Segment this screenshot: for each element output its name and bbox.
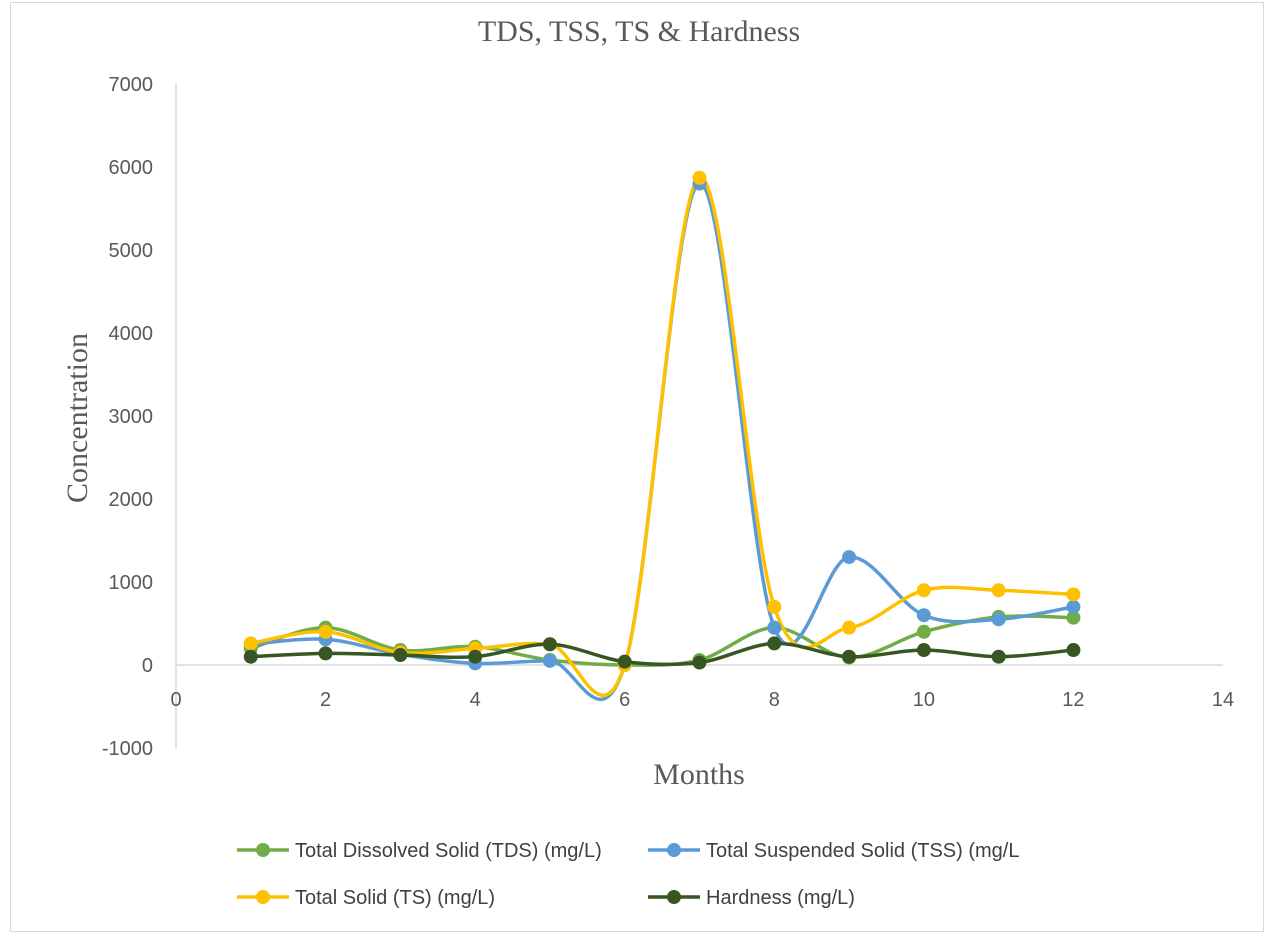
data-point (318, 624, 333, 639)
x-tick-label: 12 (1062, 689, 1084, 711)
x-tick-label: 2 (320, 689, 331, 711)
x-tick-label: 6 (619, 689, 630, 711)
legend-item-3: Total Solid (TS) (mg/L) (237, 887, 495, 909)
data-point (318, 646, 333, 661)
y-tick-label: 7000 (109, 74, 154, 96)
legend-swatch-marker (667, 843, 681, 857)
data-point (991, 649, 1006, 664)
y-tick-label: 4000 (109, 323, 154, 345)
series-line-3 (249, 176, 1076, 697)
data-point (617, 654, 632, 669)
series-lines (249, 176, 1076, 701)
series-points (243, 170, 1081, 672)
legend-label: Hardness (mg/L) (706, 887, 855, 909)
series-line-2 (249, 181, 1076, 701)
x-tick-label: 0 (170, 689, 181, 711)
legend-label: Total Solid (TS) (mg/L) (295, 887, 495, 909)
data-point (692, 655, 707, 670)
legend-swatch-marker (256, 843, 270, 857)
legend-item-1: Total Dissolved Solid (TDS) (mg/L) (237, 840, 602, 862)
y-tick-label: 1000 (109, 572, 154, 594)
data-point (916, 624, 931, 639)
x-tick-labels: 0 2 4 6 8 10 12 14 (170, 689, 1234, 711)
data-point (393, 648, 408, 663)
data-point (842, 550, 857, 565)
y-tick-labels: -1000 0 1000 2000 3000 4000 5000 6000 7000 (102, 74, 153, 760)
legend-item-4: Hardness (mg/L) (648, 887, 855, 909)
data-point (916, 608, 931, 623)
data-point (767, 620, 782, 635)
legend-swatch-marker (667, 890, 681, 904)
data-point (692, 170, 707, 185)
data-point (243, 636, 258, 651)
legend-swatch-marker (256, 890, 270, 904)
y-tick-label: 6000 (109, 157, 154, 179)
chart-title: TDS, TSS, TS & Hardness (478, 15, 800, 48)
data-point (1066, 610, 1081, 625)
legend: Total Dissolved Solid (TDS) (mg/L) Total … (237, 840, 1020, 909)
data-point (1066, 599, 1081, 614)
x-tick-label: 8 (769, 689, 780, 711)
data-point (991, 583, 1006, 598)
data-point (243, 649, 258, 664)
data-point (842, 649, 857, 664)
y-tick-label: 5000 (109, 240, 154, 262)
data-point (1066, 643, 1081, 658)
series-line-1 (249, 614, 1076, 667)
y-tick-label: 3000 (109, 406, 154, 428)
data-point (916, 583, 931, 598)
y-tick-label: -1000 (102, 738, 153, 760)
chart-frame: TDS, TSS, TS & Hardness -1000 0 1000 2000 30… (10, 2, 1264, 932)
y-axis-title: Concentration (61, 333, 94, 503)
x-tick-label: 4 (470, 689, 481, 711)
data-point (991, 612, 1006, 627)
data-point (767, 636, 782, 651)
data-point (542, 637, 557, 652)
legend-label: Total Dissolved Solid (TDS) (mg/L) (295, 840, 602, 862)
data-point (767, 599, 782, 614)
data-point (542, 653, 557, 668)
x-tick-label: 10 (913, 689, 935, 711)
data-point (1066, 587, 1081, 602)
legend-label: Total Suspended Solid (TSS) (mg/L (706, 840, 1020, 862)
y-tick-label: 0 (142, 655, 153, 677)
legend-item-2: Total Suspended Solid (TSS) (mg/L (648, 840, 1020, 862)
y-tick-label: 2000 (109, 489, 154, 511)
line-chart: TDS, TSS, TS & Hardness -1000 0 1000 2000 30… (61, 15, 1234, 909)
data-point (468, 649, 483, 664)
data-point (916, 643, 931, 658)
x-axis-title: Months (653, 758, 745, 791)
data-point (842, 620, 857, 635)
x-tick-label: 14 (1212, 689, 1234, 711)
